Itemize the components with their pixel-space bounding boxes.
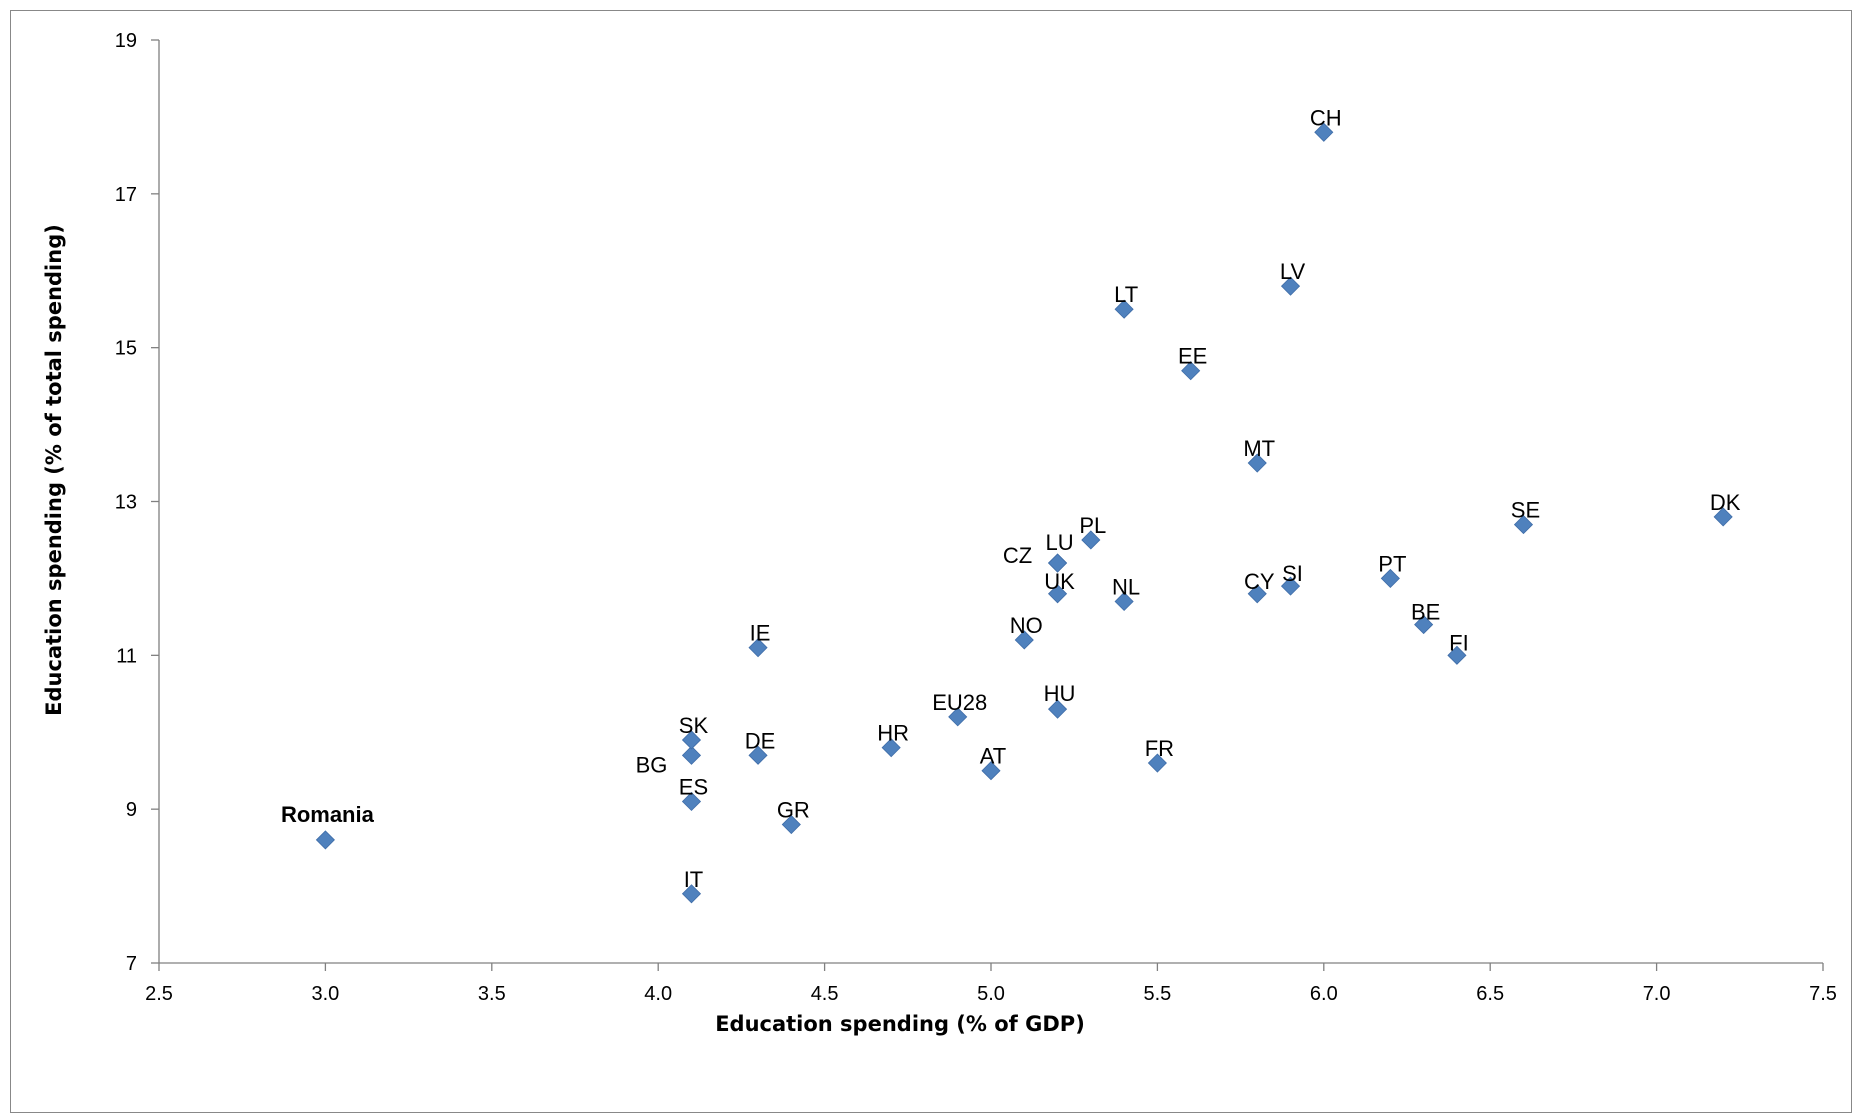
point-label-lv: LV (1280, 259, 1306, 284)
point-label-dk: DK (1710, 490, 1741, 515)
point-label-de: DE (745, 728, 776, 753)
point-label-se: SE (1511, 498, 1540, 523)
point-label-romania: Romania (281, 802, 375, 827)
y-tick-label: 17 (115, 184, 137, 206)
point-label-bg: BG (636, 752, 668, 777)
y-tick-label: 13 (115, 492, 137, 514)
point-label-it: IT (684, 867, 704, 892)
point-label-ee: EE (1178, 344, 1207, 369)
x-tick-label: 6.0 (1310, 983, 1338, 1005)
y-axis-title: Education spending (% of total spending) (42, 224, 66, 716)
x-tick-label: 3.0 (311, 983, 339, 1005)
point-label-fr: FR (1145, 736, 1174, 761)
point-label-nl: NL (1112, 574, 1140, 599)
point-label-lt: LT (1114, 282, 1138, 307)
x-tick-label: 2.5 (145, 983, 173, 1005)
y-tick-label: 15 (115, 338, 137, 360)
point-label-at: AT (980, 744, 1006, 769)
x-tick-label: 3.5 (478, 983, 506, 1005)
y-tick-label: 9 (126, 799, 137, 821)
x-tick-label: 5.0 (977, 983, 1005, 1005)
point-label-no: NO (1010, 613, 1043, 638)
x-tick-label: 7.0 (1643, 983, 1671, 1005)
y-tick-label: 11 (116, 645, 137, 667)
point-label-cz: CZ (1003, 543, 1032, 568)
point-label-eu28: EU28 (932, 690, 987, 715)
point-label-si: SI (1282, 561, 1303, 586)
x-tick-label: 5.5 (1143, 983, 1171, 1005)
point-label-mt: MT (1243, 436, 1275, 461)
point-label-ie: IE (750, 621, 771, 646)
point-label-cy: CY (1244, 569, 1275, 594)
data-point-romania (316, 831, 334, 849)
x-tick-label: 4.0 (644, 983, 672, 1005)
point-label-ch: CH (1310, 105, 1342, 130)
point-label-sk: SK (679, 713, 709, 738)
point-label-pt: PT (1378, 551, 1406, 576)
point-label-uk: UK (1044, 569, 1075, 594)
x-axis-title: Education spending (% of GDP) (715, 1012, 1085, 1036)
point-label-lu: LU (1045, 530, 1073, 555)
y-tick-label: 19 (115, 30, 137, 52)
point-label-hu: HU (1044, 681, 1076, 706)
x-tick-label: 7.5 (1809, 983, 1837, 1005)
point-label-be: BE (1411, 600, 1440, 625)
y-tick-label: 7 (126, 953, 137, 975)
x-tick-label: 4.5 (811, 983, 839, 1005)
point-label-hr: HR (877, 721, 909, 746)
point-label-gr: GR (777, 798, 810, 823)
x-tick-label: 6.5 (1476, 983, 1504, 1005)
axes: 7 9 11 13 15 17 19 2.5 3.0 3.5 4.0 4.5 5.0 5.5 6.0 6.5 7… (115, 30, 1837, 1005)
point-label-es: ES (679, 774, 708, 799)
point-labels: RomaniaITESBGSKDEGRIEHREU28ATNOHUUKCZLUP… (281, 105, 1741, 891)
point-label-fi: FI (1449, 630, 1469, 655)
point-label-pl: PL (1079, 513, 1106, 538)
